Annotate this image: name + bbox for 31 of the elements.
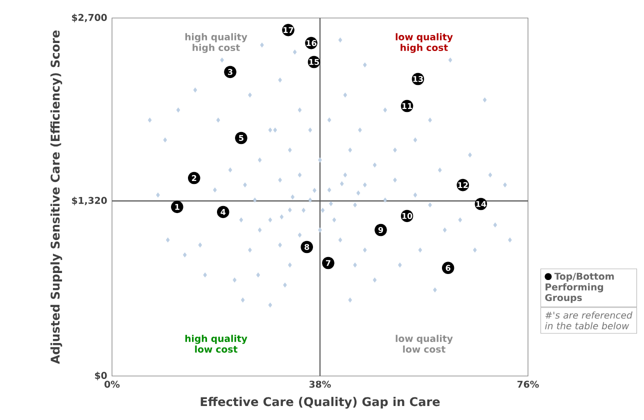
annotation: 16 <box>306 40 316 46</box>
annotation: 7 <box>326 260 330 266</box>
annotation: 2 <box>192 175 196 181</box>
annotation: 3 <box>228 68 232 75</box>
x-axis-title: Effective Care (Quality) Gap in Care <box>200 396 440 409</box>
y-tick-label: $0 <box>95 372 107 380</box>
legend-label: Top/Bottom Performing Groups <box>545 272 614 303</box>
annotation: 6 <box>446 264 450 271</box>
x-tick-label: 38% <box>309 380 331 388</box>
annotation: low quality high cost <box>396 33 453 53</box>
y-axis-title: Adjusted Supply Sensitive Care (Efficiency) Score <box>50 30 62 364</box>
x-tick-label: 0% <box>104 380 120 388</box>
annotation: 17 <box>284 27 294 33</box>
y-tick-label: $1,320 <box>72 196 107 206</box>
annotation: high quality low cost <box>185 334 248 353</box>
y-tick-label: $2,700 <box>72 14 107 22</box>
text: #'s are referenced in the table below <box>545 311 632 330</box>
annotation: 15 <box>309 59 319 65</box>
x-tick-label: 76% <box>517 380 539 388</box>
annotation: 8 <box>304 244 310 250</box>
annotation: 5 <box>239 135 244 141</box>
annotation: low quality low cost <box>396 334 453 353</box>
annotation: 13 <box>413 76 423 82</box>
annotation: 12 <box>458 182 468 188</box>
annotation: 1 <box>175 204 180 210</box>
annotation: 4 <box>220 209 226 215</box>
annotation: high quality high cost <box>185 33 248 53</box>
annotation: 11 <box>402 103 412 109</box>
annotation: 10 <box>402 212 412 219</box>
annotation: 9 <box>378 226 384 234</box>
annotation: 14 <box>476 201 486 207</box>
